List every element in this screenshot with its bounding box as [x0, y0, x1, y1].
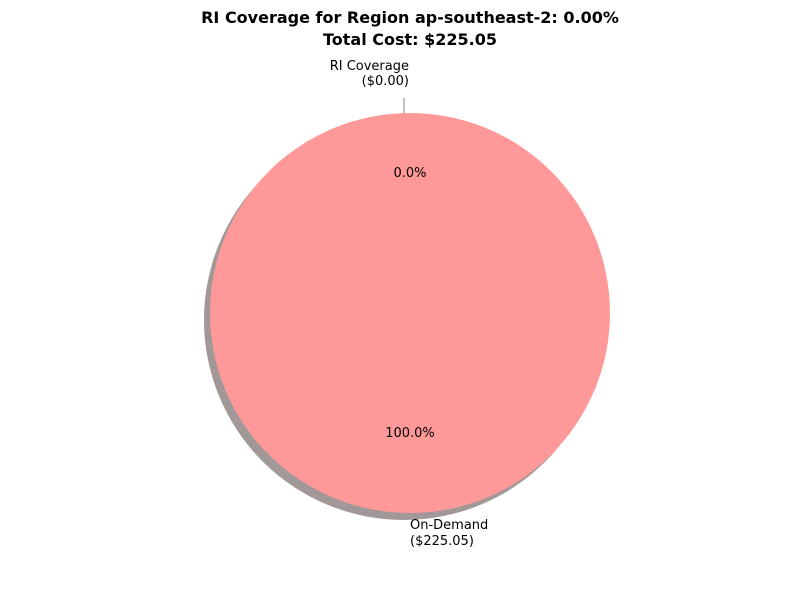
slice-label-ri-coverage-name: RI Coverage	[330, 59, 409, 74]
slice-percent-on-demand: 100.0%	[385, 426, 435, 441]
slice-percent-ri-coverage: 0.0%	[393, 166, 426, 181]
slice-label-on-demand-name: On-Demand	[410, 518, 488, 533]
slice-label-on-demand-value: ($225.05)	[410, 534, 474, 549]
chart-title: RI Coverage for Region ap-southeast-2: 0…	[201, 8, 619, 27]
pie-slice-on-demand	[210, 113, 610, 513]
chart-subtitle: Total Cost: $225.05	[323, 30, 497, 49]
slice-label-ri-coverage-value: ($0.00)	[362, 74, 409, 89]
